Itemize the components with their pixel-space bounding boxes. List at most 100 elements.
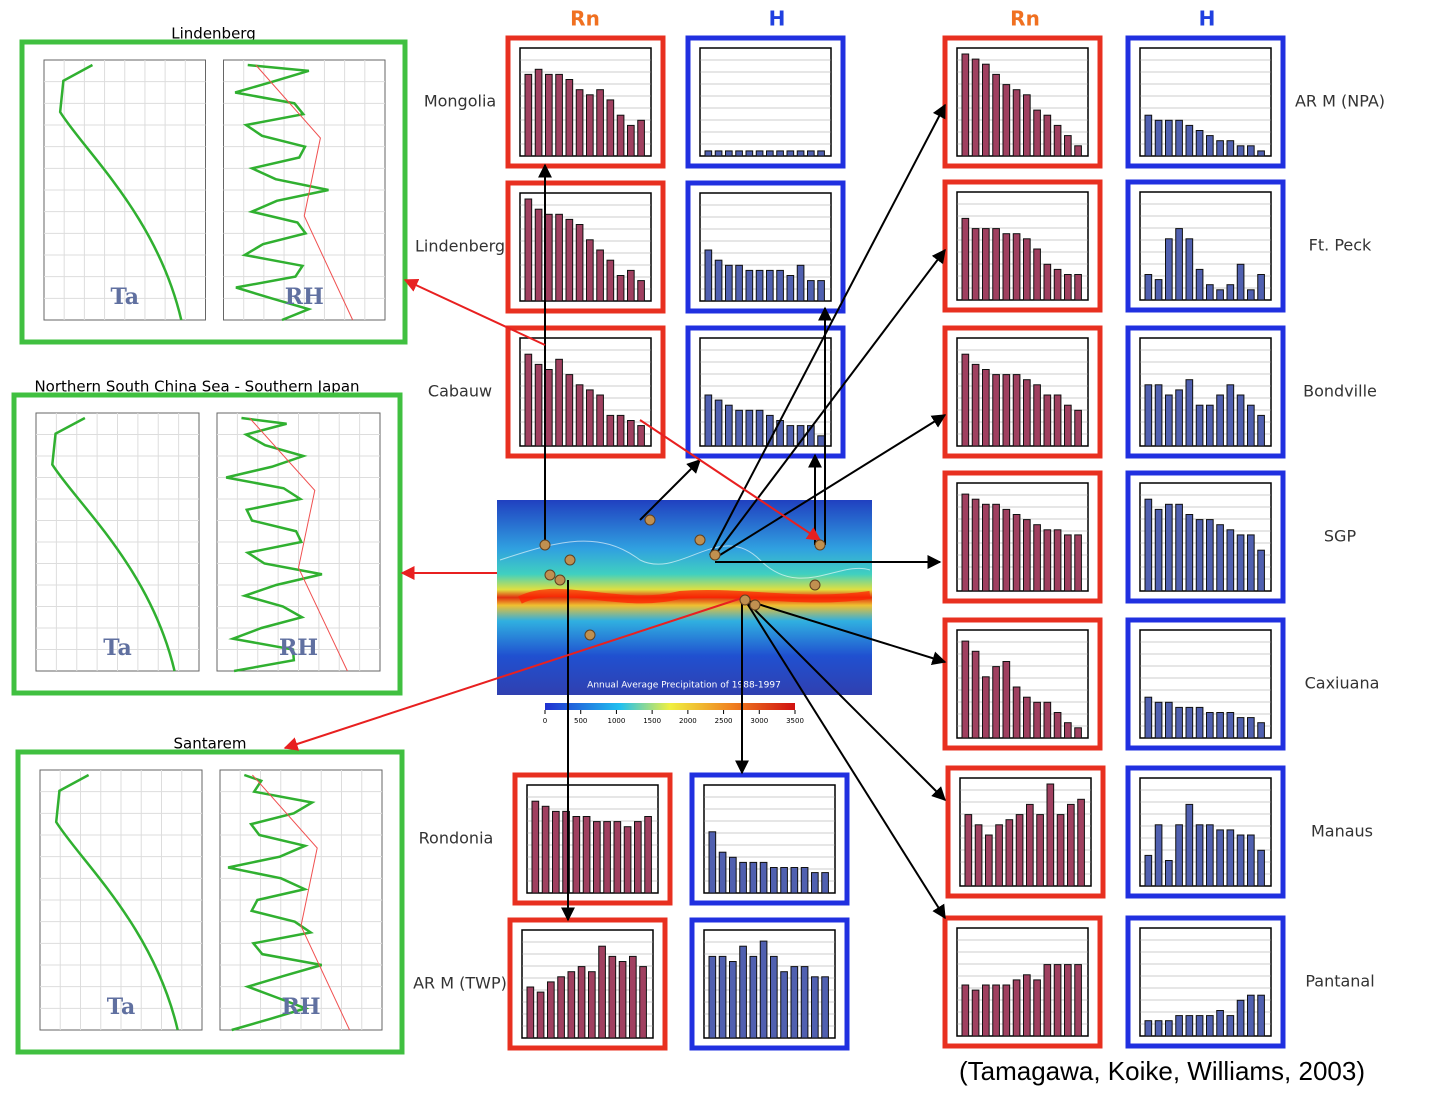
bar (638, 426, 645, 446)
bar (1068, 804, 1075, 886)
bar (573, 817, 580, 894)
bar (1227, 285, 1234, 300)
bar (715, 400, 722, 446)
bar (1003, 234, 1010, 300)
bar (1217, 141, 1224, 156)
bar (1013, 980, 1020, 1036)
bar (1217, 830, 1224, 886)
station-label: Lindenberg (415, 237, 505, 256)
bar (1155, 825, 1162, 886)
bar (715, 260, 722, 301)
bar (1258, 850, 1265, 886)
bar (1207, 713, 1214, 739)
bar (791, 868, 798, 894)
bar (797, 151, 804, 156)
bar (983, 985, 990, 1036)
bar (822, 873, 829, 893)
bar (719, 956, 726, 1038)
bar (1166, 120, 1173, 156)
station-dot (710, 550, 720, 560)
bar (771, 956, 778, 1038)
bar (566, 375, 573, 446)
bar (1024, 697, 1031, 738)
bar (578, 967, 585, 1038)
bar (996, 825, 1003, 886)
bar (1176, 229, 1183, 300)
bar (1196, 825, 1203, 886)
bar (1054, 713, 1061, 739)
bar (746, 270, 753, 301)
bar (1027, 804, 1034, 886)
bar (1145, 275, 1152, 301)
bar (1047, 784, 1054, 886)
bar (1258, 151, 1265, 156)
bar (726, 151, 733, 156)
bar (1237, 395, 1244, 446)
bar (801, 967, 808, 1038)
bar (1044, 702, 1051, 738)
bar (972, 990, 979, 1036)
bar (1065, 405, 1072, 446)
bar (1258, 415, 1265, 446)
station-dot (810, 580, 820, 590)
bar (975, 825, 982, 886)
bar (760, 862, 767, 893)
bar (705, 395, 712, 446)
bar (1155, 120, 1162, 156)
bar (730, 857, 737, 893)
bar (1196, 131, 1203, 157)
station-label: Mongolia (424, 92, 496, 111)
citation: (Tamagawa, Koike, Williams, 2003) (959, 1056, 1365, 1086)
bar (556, 359, 563, 446)
bar (1155, 702, 1162, 738)
colorbar-label: 500 (574, 717, 587, 725)
bar (705, 151, 712, 156)
bar (822, 977, 829, 1038)
bar (812, 977, 819, 1038)
bar (715, 151, 722, 156)
bar (1075, 535, 1082, 591)
bar (1186, 125, 1193, 156)
bar (1248, 146, 1255, 156)
bar (1003, 375, 1010, 446)
bar (640, 967, 647, 1038)
bar (808, 151, 815, 156)
bar (1024, 239, 1031, 300)
bar (1145, 385, 1152, 446)
station-dot (545, 570, 555, 580)
bar (1166, 861, 1173, 887)
bar (628, 421, 635, 447)
header-rn: Rn (1010, 7, 1040, 31)
bar (1024, 975, 1031, 1036)
bar (993, 375, 1000, 446)
bar (558, 977, 565, 1038)
bar (719, 852, 726, 893)
bar (1145, 855, 1152, 886)
bar (1248, 290, 1255, 300)
bar (983, 677, 990, 738)
bar (777, 270, 784, 301)
bar (576, 385, 583, 446)
bar (972, 651, 979, 738)
bar (525, 74, 532, 156)
bar (617, 415, 624, 446)
colorbar-label: 2500 (715, 717, 733, 725)
bar (1034, 110, 1041, 156)
bar (1237, 835, 1244, 886)
bar (756, 151, 763, 156)
bar (1155, 385, 1162, 446)
bar (1196, 405, 1203, 446)
station-label: AR M (TWP) (413, 974, 507, 993)
station-dot (555, 575, 565, 585)
bar (609, 956, 616, 1038)
station-label: Ft. Peck (1309, 236, 1372, 255)
bar (791, 967, 798, 1038)
bar (972, 499, 979, 591)
station-label: Pantanal (1305, 972, 1374, 991)
bar (1248, 835, 1255, 886)
bar (1145, 697, 1152, 738)
station-dot (645, 515, 655, 525)
bar (546, 74, 553, 156)
bar (808, 281, 815, 301)
bar (1166, 1021, 1173, 1036)
